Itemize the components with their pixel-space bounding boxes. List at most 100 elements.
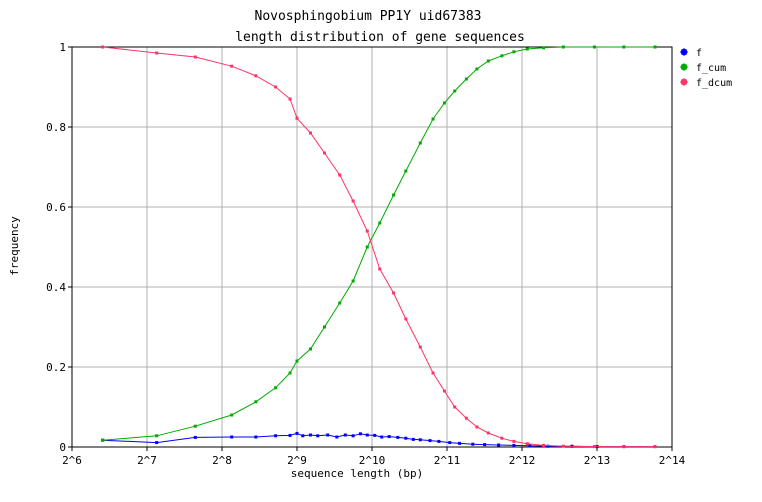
data-point-f_dcum: [230, 64, 234, 68]
y-tick-label: 0.6: [46, 201, 66, 214]
data-point-f: [326, 433, 330, 437]
legend-label-f: f: [696, 48, 702, 59]
data-point-f: [230, 435, 234, 439]
data-point-f: [316, 434, 320, 438]
data-point-f_dcum: [525, 442, 529, 446]
data-point-f_dcum: [512, 439, 516, 443]
legend-marker-f_dcum: [680, 78, 688, 86]
data-point-f: [404, 436, 408, 440]
data-point-f: [528, 444, 532, 448]
data-point-f_dcum: [453, 405, 457, 409]
data-point-f_cum: [392, 193, 396, 197]
data-point-f_cum: [295, 359, 299, 363]
data-point-f_cum: [453, 89, 457, 93]
legend-label-f_dcum: f_dcum: [696, 78, 732, 89]
x-tick-label: 2^10: [359, 454, 386, 467]
series-f_cum: [101, 45, 657, 442]
data-point-f: [448, 441, 452, 445]
data-point-f_cum: [155, 434, 159, 438]
data-point-f_dcum: [392, 291, 396, 295]
data-point-f_dcum: [322, 151, 326, 155]
data-point-f_dcum: [378, 267, 382, 271]
data-point-f_cum: [418, 141, 422, 145]
y-tick-label: 0.8: [46, 121, 66, 134]
data-point-f_cum: [442, 101, 446, 105]
data-point-f_cum: [365, 245, 369, 249]
data-point-f_dcum: [542, 443, 546, 447]
x-tick-label: 2^9: [287, 454, 307, 467]
data-point-f_dcum: [622, 445, 626, 449]
x-tick-label: 2^12: [509, 454, 536, 467]
data-point-f_cum: [486, 59, 490, 63]
data-point-f_dcum: [442, 389, 446, 393]
data-point-f_cum: [561, 45, 565, 49]
data-point-f: [437, 439, 441, 443]
data-point-f_cum: [230, 413, 234, 417]
data-point-f: [254, 435, 258, 439]
data-point-f: [308, 433, 312, 437]
data-point-f_dcum: [274, 85, 278, 89]
y-tick-label: 0: [59, 441, 66, 454]
data-point-f: [497, 443, 501, 447]
data-point-f: [380, 435, 384, 439]
data-point-f_cum: [592, 45, 596, 49]
data-point-f_cum: [622, 45, 626, 49]
series-line-f_cum: [102, 46, 655, 441]
data-point-f_cum: [101, 438, 105, 442]
data-point-f_cum: [351, 279, 355, 283]
data-point-f: [387, 435, 391, 439]
data-point-f_cum: [525, 47, 529, 51]
data-point-f: [365, 433, 369, 437]
data-point-f_cum: [542, 46, 546, 50]
chart-title: Novosphingobium PP1Y uid67383: [255, 9, 482, 24]
data-point-f: [396, 435, 400, 439]
legend-marker-f: [680, 48, 688, 56]
data-point-f: [458, 441, 462, 445]
data-point-f: [483, 443, 487, 447]
data-point-f: [335, 435, 339, 439]
data-point-f: [351, 434, 355, 438]
x-tick-label: 2^8: [212, 454, 232, 467]
data-point-f_dcum: [351, 199, 355, 203]
data-point-f_dcum: [592, 445, 596, 449]
data-point-f_dcum: [475, 425, 479, 429]
data-point-f_dcum: [653, 445, 657, 449]
data-point-f: [295, 431, 299, 435]
data-point-f: [373, 433, 377, 437]
x-axis-label: sequence length (bp): [291, 467, 423, 480]
data-point-f: [358, 432, 362, 436]
x-tick-label: 2^7: [137, 454, 157, 467]
data-point-f_dcum: [464, 416, 468, 420]
y-axis-label: frequency: [8, 216, 21, 276]
data-point-f: [428, 439, 432, 443]
data-point-f: [411, 437, 415, 441]
data-point-f: [343, 433, 347, 437]
data-point-f: [288, 433, 292, 437]
data-point-f: [471, 442, 475, 446]
data-point-f_dcum: [338, 173, 342, 177]
data-point-f_cum: [193, 424, 197, 428]
data-point-f_dcum: [254, 74, 258, 78]
x-tick-label: 2^13: [584, 454, 611, 467]
data-point-f_dcum: [193, 55, 197, 59]
data-point-f: [418, 438, 422, 442]
series-line-f_dcum: [102, 46, 655, 448]
data-point-f_cum: [475, 67, 479, 71]
data-point-f_cum: [378, 221, 382, 225]
data-point-f_dcum: [295, 116, 299, 120]
data-point-f_cum: [653, 45, 657, 49]
data-point-f_cum: [274, 386, 278, 390]
data-point-f_dcum: [486, 431, 490, 435]
data-point-f_dcum: [404, 317, 408, 321]
y-tick-label: 0.4: [46, 281, 66, 294]
chart-subtitle: length distribution of gene sequences: [235, 30, 525, 45]
data-point-f_dcum: [365, 229, 369, 233]
x-tick-label: 2^11: [434, 454, 461, 467]
data-point-f_cum: [288, 371, 292, 375]
y-tick-label: 0.2: [46, 361, 66, 374]
data-point-f_cum: [404, 169, 408, 173]
data-point-f_dcum: [500, 436, 504, 440]
data-point-f: [512, 443, 516, 447]
data-point-f_dcum: [431, 371, 435, 375]
